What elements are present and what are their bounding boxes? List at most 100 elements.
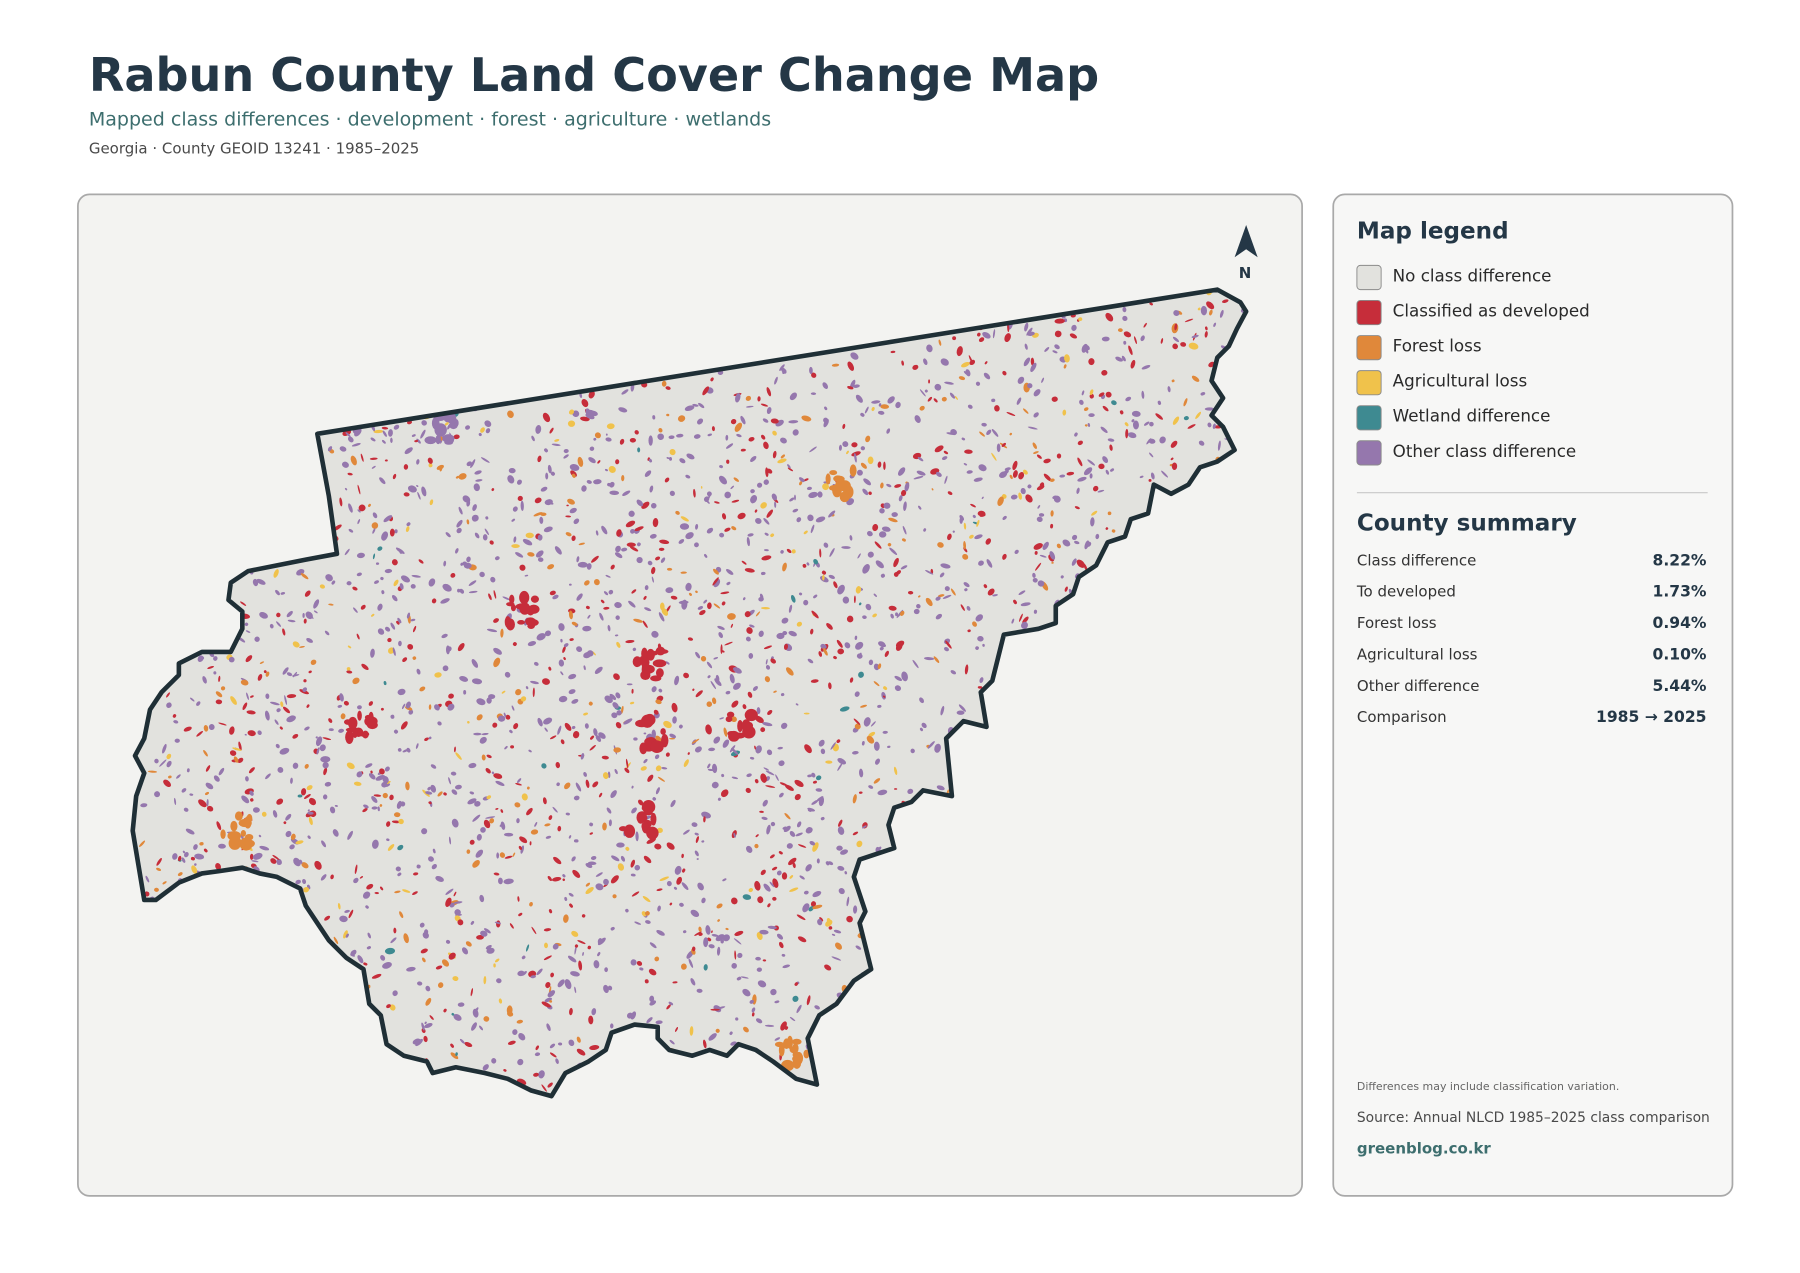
- change-patch: [568, 892, 574, 897]
- change-patch: [655, 699, 662, 705]
- change-patch: [1148, 479, 1152, 482]
- legend-label: Other class difference: [1393, 441, 1577, 461]
- change-patch: [346, 581, 352, 586]
- change-cluster: [366, 721, 378, 730]
- change-patch: [706, 701, 713, 707]
- change-patch: [894, 685, 902, 692]
- change-patch: [505, 714, 511, 720]
- change-patch: [580, 416, 590, 422]
- change-cluster: [641, 647, 648, 660]
- change-patch: [529, 901, 533, 907]
- change-patch: [981, 422, 987, 427]
- change-patch: [737, 952, 743, 959]
- change-patch: [383, 515, 393, 523]
- change-patch: [591, 1008, 597, 1016]
- change-patch: [710, 377, 714, 382]
- change-patch: [962, 553, 969, 560]
- change-patch: [1001, 442, 1007, 447]
- change-patch: [698, 402, 705, 409]
- change-patch: [186, 768, 190, 773]
- change-patch: [807, 514, 814, 522]
- change-patch: [846, 896, 850, 907]
- change-patch: [923, 358, 928, 366]
- change-patch: [672, 981, 678, 984]
- change-patch: [564, 896, 568, 901]
- change-patch: [181, 788, 187, 793]
- change-patch: [361, 663, 369, 671]
- change-patch: [707, 602, 712, 610]
- change-patch: [835, 942, 842, 950]
- change-patch: [973, 477, 983, 482]
- change-patch: [645, 920, 651, 924]
- change-patch: [467, 798, 477, 805]
- change-patch: [763, 517, 770, 525]
- change-cluster: [655, 668, 664, 678]
- change-patch: [972, 514, 976, 519]
- change-patch: [140, 803, 148, 808]
- change-cluster: [643, 713, 656, 726]
- change-patch: [643, 758, 648, 764]
- change-patch: [977, 332, 981, 337]
- change-patch: [172, 714, 177, 718]
- change-patch: [1213, 322, 1217, 327]
- change-patch: [1039, 482, 1045, 488]
- change-cluster: [519, 590, 530, 605]
- change-patches: [139, 289, 1247, 1092]
- change-patch: [782, 631, 788, 636]
- change-patch: [1056, 453, 1062, 459]
- change-patch: [552, 806, 558, 813]
- change-patch: [249, 853, 254, 860]
- change-patch: [576, 646, 583, 652]
- change-patch: [668, 457, 673, 461]
- change-patch: [711, 697, 717, 705]
- change-patch: [415, 743, 419, 749]
- change-patch: [350, 949, 357, 956]
- change-patch: [395, 866, 401, 872]
- change-patch: [208, 724, 215, 731]
- change-cluster: [650, 812, 657, 826]
- change-patch: [286, 694, 297, 699]
- change-patch: [608, 819, 612, 827]
- change-patch: [837, 648, 845, 655]
- change-patch: [577, 940, 586, 945]
- change-patch: [540, 486, 548, 492]
- change-patch: [567, 955, 577, 963]
- change-patch: [1009, 474, 1013, 480]
- change-patch: [1011, 618, 1015, 624]
- change-patch: [630, 1011, 637, 1020]
- change-patch: [480, 827, 486, 833]
- change-patch: [860, 704, 867, 708]
- change-patch: [615, 615, 620, 620]
- change-patch: [527, 641, 537, 647]
- change-patch: [450, 573, 456, 578]
- change-patch: [1149, 421, 1154, 427]
- change-patch: [468, 580, 477, 587]
- change-patch: [782, 562, 787, 572]
- change-patch: [755, 834, 759, 838]
- change-patch: [789, 497, 795, 502]
- change-patch: [1124, 422, 1129, 427]
- change-patch: [600, 599, 605, 604]
- change-patch: [437, 721, 442, 726]
- change-patch: [1105, 391, 1112, 398]
- change-patch: [303, 618, 307, 624]
- change-patch: [736, 976, 742, 981]
- change-patch: [462, 561, 468, 567]
- change-patch: [826, 623, 833, 630]
- change-patch: [820, 816, 825, 821]
- change-patch: [592, 781, 599, 788]
- change-patch: [838, 444, 842, 451]
- change-patch: [568, 409, 575, 415]
- change-patch: [252, 852, 263, 860]
- change-patch: [329, 806, 336, 814]
- change-cluster: [362, 730, 369, 739]
- change-patch: [552, 943, 559, 950]
- change-patch: [765, 665, 771, 670]
- change-patch: [1170, 440, 1178, 448]
- change-patch: [499, 852, 506, 858]
- change-patch: [755, 517, 762, 524]
- change-patch: [154, 791, 161, 798]
- change-patch: [437, 791, 443, 797]
- change-patch: [643, 855, 652, 864]
- change-patch: [489, 540, 494, 545]
